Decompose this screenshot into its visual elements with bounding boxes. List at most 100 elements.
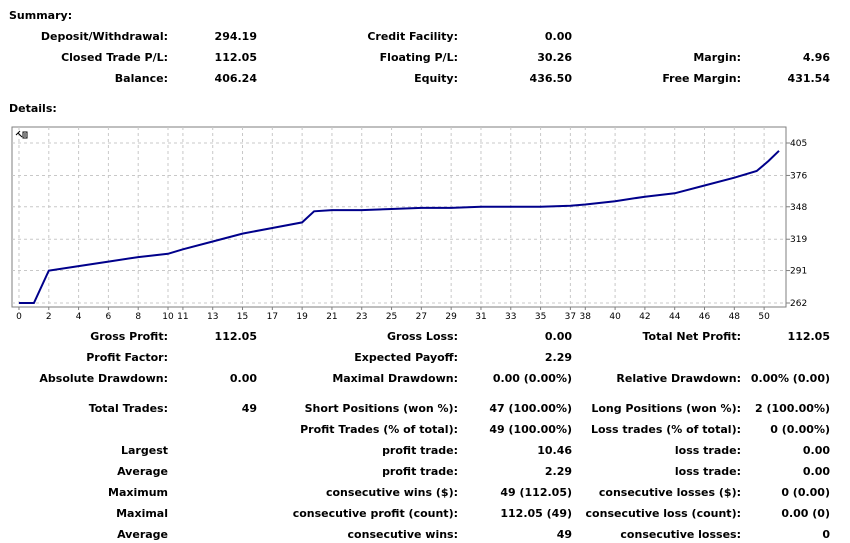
x-tick-label: 13 xyxy=(207,312,218,320)
summary-label: Free Margin: xyxy=(662,72,741,85)
x-tick-label: 8 xyxy=(135,312,141,320)
details-value: 0.00 (0.00%) xyxy=(492,372,572,385)
x-tick-label: 38 xyxy=(580,312,592,320)
details-label: consecutive loss (count): xyxy=(585,507,741,520)
x-tick-label: 4 xyxy=(76,312,82,320)
details-value: 0.00 xyxy=(229,372,257,385)
details-value: 0.00 (0) xyxy=(781,507,830,520)
details-label: consecutive wins ($): xyxy=(325,486,458,499)
details-label: Gross Profit: xyxy=(90,330,168,343)
x-tick-label: 27 xyxy=(416,312,427,320)
details-label: Relative Drawdown: xyxy=(616,372,741,385)
summary-value: 112.05 xyxy=(214,51,257,64)
y-tick-label: 405 xyxy=(790,139,807,149)
x-tick-label: 6 xyxy=(106,312,112,320)
zoom-icon xyxy=(15,130,28,139)
y-tick-label: 319 xyxy=(790,235,807,245)
summary-label: Equity: xyxy=(414,72,458,85)
x-tick-label: 25 xyxy=(386,312,397,320)
summary-value: 431.54 xyxy=(787,72,830,85)
details-title: Details: xyxy=(9,102,57,115)
details-label: Gross Loss: xyxy=(387,330,458,343)
details-value: 47 (100.00%) xyxy=(489,402,572,415)
y-tick-label: 262 xyxy=(790,299,807,309)
x-tick-label: 17 xyxy=(267,312,278,320)
details-label: Loss trades (% of total): xyxy=(590,423,741,436)
summary-value: 436.50 xyxy=(529,72,572,85)
details-value: 10.46 xyxy=(537,444,572,457)
details-value: 2 (100.00%) xyxy=(754,402,830,415)
x-tick-label: 10 xyxy=(162,312,174,320)
details-value: 0 (0.00) xyxy=(781,486,830,499)
x-tick-label: 11 xyxy=(177,312,188,320)
details-label: profit trade: xyxy=(382,465,458,478)
zoom-icon-part xyxy=(15,130,23,138)
summary-label: Balance: xyxy=(114,72,168,85)
y-tick-label: 291 xyxy=(790,267,807,277)
x-tick-label: 37 xyxy=(565,312,576,320)
details-value: 49 (100.00%) xyxy=(489,423,572,436)
zoom-icon-part xyxy=(22,131,28,139)
details-label: Absolute Drawdown: xyxy=(39,372,168,385)
details-label: loss trade: xyxy=(674,444,741,457)
details-label: consecutive losses: xyxy=(620,528,741,541)
details-value: 2.29 xyxy=(544,351,572,364)
details-label: Profit Factor: xyxy=(86,351,168,364)
details-value: 0 xyxy=(822,528,830,541)
summary-value: 406.24 xyxy=(214,72,257,85)
x-tick-label: 31 xyxy=(475,312,486,320)
details-value: 112.05 xyxy=(787,330,830,343)
details-label: Maximum xyxy=(108,486,168,499)
summary-value: 4.96 xyxy=(802,51,830,64)
x-tick-label: 15 xyxy=(237,312,248,320)
x-tick-label: 40 xyxy=(609,312,621,320)
details-value: 0.00% (0.00) xyxy=(750,372,830,385)
details-label: loss trade: xyxy=(674,465,741,478)
details-label: Total Net Profit: xyxy=(642,330,742,343)
details-label: Average xyxy=(117,528,168,541)
details-value: 0.00 xyxy=(544,330,572,343)
summary-value: 294.19 xyxy=(214,30,257,43)
equity-line xyxy=(19,150,780,304)
summary-label: Credit Facility: xyxy=(367,30,458,43)
details-label: Total Trades: xyxy=(88,402,168,415)
summary-label: Floating P/L: xyxy=(379,51,458,64)
plot-frame xyxy=(11,126,787,308)
x-tick-label: 35 xyxy=(535,312,546,320)
x-tick-label: 21 xyxy=(326,312,337,320)
details-value: 0 (0.00%) xyxy=(770,423,830,436)
x-tick-label: 50 xyxy=(758,312,770,320)
details-label: consecutive wins: xyxy=(347,528,458,541)
summary-value: 0.00 xyxy=(544,30,572,43)
details-value: 112.05 (49) xyxy=(500,507,572,520)
details-label: Expected Payoff: xyxy=(354,351,458,364)
x-tick-label: 0 xyxy=(16,312,22,320)
summary-title: Summary: xyxy=(9,9,73,22)
y-tick-label: 376 xyxy=(790,171,807,181)
details-value: 49 xyxy=(241,402,257,415)
x-tick-label: 19 xyxy=(296,312,308,320)
x-tick-label: 33 xyxy=(505,312,516,320)
summary-value: 30.26 xyxy=(537,51,572,64)
details-label: Largest xyxy=(121,444,168,457)
details-label: consecutive losses ($): xyxy=(598,486,741,499)
details-label: Short Positions (won %): xyxy=(304,402,458,415)
x-tick-label: 23 xyxy=(356,312,367,320)
details-value: 49 (112.05) xyxy=(500,486,572,499)
x-tick-label: 44 xyxy=(669,312,681,320)
details-label: Maximal xyxy=(116,507,168,520)
x-tick-label: 2 xyxy=(46,312,52,320)
details-value: 0.00 xyxy=(802,465,830,478)
details-label: Maximal Drawdown: xyxy=(332,372,458,385)
details-label: Profit Trades (% of total): xyxy=(300,423,458,436)
details-value: 2.29 xyxy=(544,465,572,478)
details-value: 0.00 xyxy=(802,444,830,457)
details-label: Long Positions (won %): xyxy=(591,402,741,415)
x-tick-label: 29 xyxy=(445,312,457,320)
summary-label: Margin: xyxy=(693,51,741,64)
details-value: 112.05 xyxy=(214,330,257,343)
zoom-icon-part xyxy=(24,133,26,137)
details-label: profit trade: xyxy=(382,444,458,457)
summary-label: Closed Trade P/L: xyxy=(61,51,168,64)
